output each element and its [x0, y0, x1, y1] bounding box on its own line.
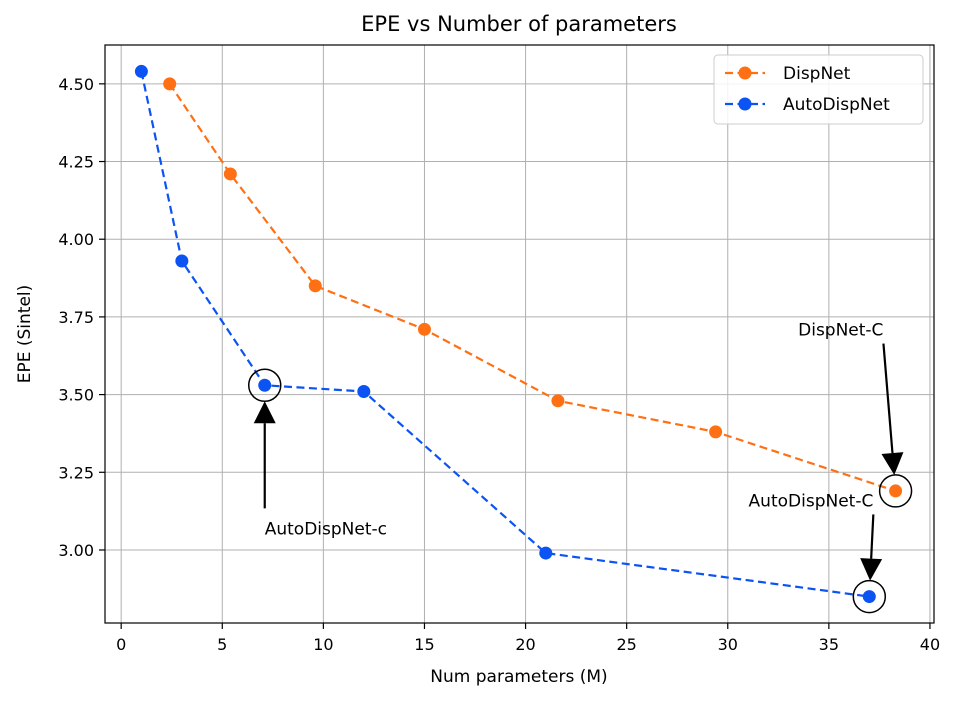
y-tick-label: 3.75	[58, 308, 94, 327]
annotations-layer: AutoDispNet-c DispNet-C AutoDispNet-C	[247, 321, 913, 614]
x-tick-label: 5	[217, 635, 227, 654]
y-tick-label: 3.50	[58, 386, 94, 405]
data-point-autodispnet	[134, 64, 148, 78]
annotation-label: DispNet-C	[798, 321, 883, 341]
x-tick-label: 20	[515, 635, 535, 654]
legend-box	[713, 54, 924, 125]
data-point-dispnet	[417, 322, 431, 336]
x-tick-label: 40	[920, 635, 940, 654]
data-point-dispnet	[223, 167, 237, 181]
annotation-arrow-shaft	[882, 343, 894, 454]
series-line-autodispnet	[140, 71, 870, 598]
data-point-autodispnet	[862, 590, 876, 604]
y-axis-label: EPE (Sintel)	[15, 285, 35, 384]
y-tick-label: 4.50	[58, 75, 94, 94]
y-tick-label: 3.25	[58, 463, 94, 482]
highlight-ring	[852, 579, 887, 614]
data-point-autodispnet	[175, 254, 189, 268]
series-layer	[134, 64, 903, 604]
y-tick-label: 4.00	[58, 230, 94, 249]
y-axis-ticks: 3.00 3.25 3.50 3.75 4.00 4.25 4.50	[58, 75, 105, 560]
x-tick-label: 35	[819, 635, 839, 654]
chart-title: EPE vs Number of parameters	[361, 12, 677, 36]
annotation: AutoDispNet-C	[749, 491, 887, 614]
x-tick-label: 30	[718, 635, 738, 654]
annotation: AutoDispNet-c	[247, 368, 387, 539]
legend-item-dispnet: DispNet	[725, 64, 851, 84]
legend-label: AutoDispNet	[783, 95, 890, 115]
legend: DispNet AutoDispNet	[713, 54, 924, 125]
legend-marker	[738, 66, 752, 80]
annotation-arrow-head	[860, 558, 883, 581]
annotation: DispNet-C	[798, 321, 913, 508]
data-point-autodispnet	[357, 384, 371, 398]
annotation-label: AutoDispNet-C	[749, 491, 874, 511]
data-point-dispnet	[709, 425, 723, 439]
x-tick-label: 15	[414, 635, 434, 654]
x-tick-label: 0	[116, 635, 126, 654]
data-point-dispnet	[163, 77, 177, 91]
y-tick-label: 3.00	[58, 541, 94, 560]
legend-marker	[738, 97, 752, 111]
x-tick-label: 25	[616, 635, 636, 654]
annotation-arrow-head	[253, 401, 276, 424]
plot-frame	[104, 44, 935, 624]
x-axis-ticks: 0 5 10 15 20 25 30 35 40	[116, 623, 940, 654]
grid-lines	[105, 45, 934, 623]
data-point-dispnet	[889, 484, 903, 498]
legend-item-autodispnet: AutoDispNet	[725, 95, 890, 115]
y-tick-label: 4.25	[58, 153, 94, 172]
data-point-autodispnet	[539, 546, 553, 560]
annotation-label: AutoDispNet-c	[265, 519, 387, 539]
data-point-dispnet	[308, 279, 322, 293]
legend-label: DispNet	[783, 64, 851, 84]
x-axis-label: Num parameters (M)	[430, 667, 607, 687]
highlight-ring	[878, 474, 913, 508]
x-tick-label: 10	[313, 635, 333, 654]
series-dispnet	[163, 77, 903, 498]
series-autodispnet	[134, 64, 876, 604]
data-point-autodispnet	[258, 378, 272, 392]
annotation-arrow-head	[881, 452, 904, 475]
annotation-arrow-shaft	[870, 514, 875, 559]
data-point-dispnet	[551, 394, 565, 408]
